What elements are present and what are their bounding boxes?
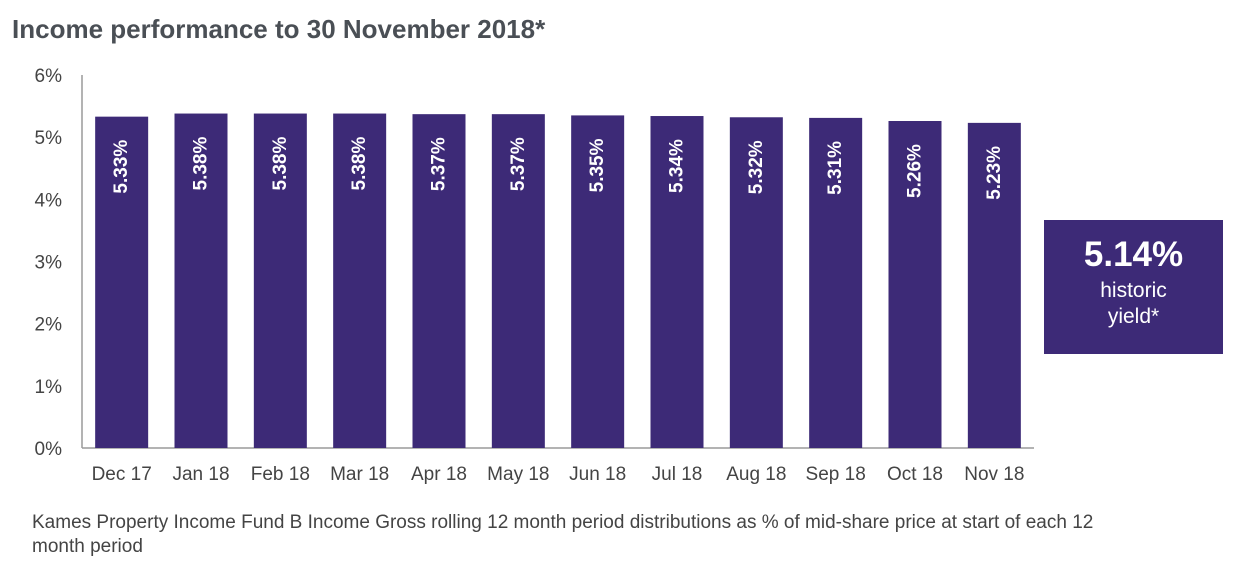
x-tick-label: Jan 18 — [172, 464, 229, 485]
bar-data-label: 5.23% — [984, 146, 1005, 200]
bar — [967, 122, 1021, 448]
bar-data-label: 5.31% — [825, 141, 846, 195]
x-tick-label: Nov 18 — [964, 464, 1024, 485]
x-tick-label: Feb 18 — [251, 464, 310, 485]
y-tick-label: 6% — [35, 66, 63, 87]
x-tick-label: Sep 18 — [806, 464, 866, 485]
bar-data-label: 5.35% — [587, 138, 608, 192]
historic-yield-value: 5.14% — [1083, 235, 1184, 274]
bar-data-label: 5.33% — [111, 140, 132, 194]
bar-data-label: 5.38% — [270, 137, 291, 191]
y-tick-label: 3% — [35, 253, 63, 274]
bar — [729, 117, 783, 449]
x-tick-label: Oct 18 — [887, 464, 943, 485]
y-tick-label: 1% — [35, 377, 63, 398]
chart-title: Income performance to 30 November 2018* — [12, 14, 546, 44]
y-tick-label: 4% — [35, 190, 63, 211]
bar — [491, 114, 545, 448]
bar-data-label: 5.37% — [508, 137, 529, 191]
bar — [253, 113, 307, 448]
bar — [333, 113, 387, 448]
bar — [888, 121, 942, 449]
y-tick-label: 0% — [35, 439, 63, 460]
x-tick-label: Jun 18 — [569, 464, 626, 485]
bar-data-label: 5.37% — [429, 137, 450, 191]
bar-data-label: 5.38% — [191, 137, 212, 191]
bar — [174, 113, 228, 448]
y-tick-label: 5% — [35, 128, 63, 149]
x-tick-label: Jul 18 — [652, 464, 703, 485]
bar — [412, 114, 466, 448]
x-tick-label: Mar 18 — [330, 464, 389, 485]
bar-data-label: 5.26% — [905, 144, 926, 198]
bar — [95, 116, 149, 448]
bar — [809, 117, 863, 449]
y-tick-label: 2% — [35, 315, 63, 336]
x-tick-label: Dec 17 — [92, 464, 152, 485]
chart-footnote: Kames Property Income Fund B Income Gros… — [32, 512, 1094, 557]
bar-data-label: 5.32% — [746, 140, 767, 194]
x-tick-label: May 18 — [487, 464, 549, 485]
bar-data-label: 5.34% — [667, 139, 688, 193]
historic-yield-label: historic yield* — [1100, 279, 1167, 328]
historic-yield-callout: 5.14% historic yield* — [1044, 220, 1223, 354]
bar — [571, 115, 625, 449]
x-tick-label: Apr 18 — [411, 464, 467, 485]
historic-yield-box — [1044, 220, 1223, 354]
bar — [650, 116, 704, 448]
bar-data-label: 5.38% — [349, 137, 370, 191]
x-tick-label: Aug 18 — [726, 464, 786, 485]
